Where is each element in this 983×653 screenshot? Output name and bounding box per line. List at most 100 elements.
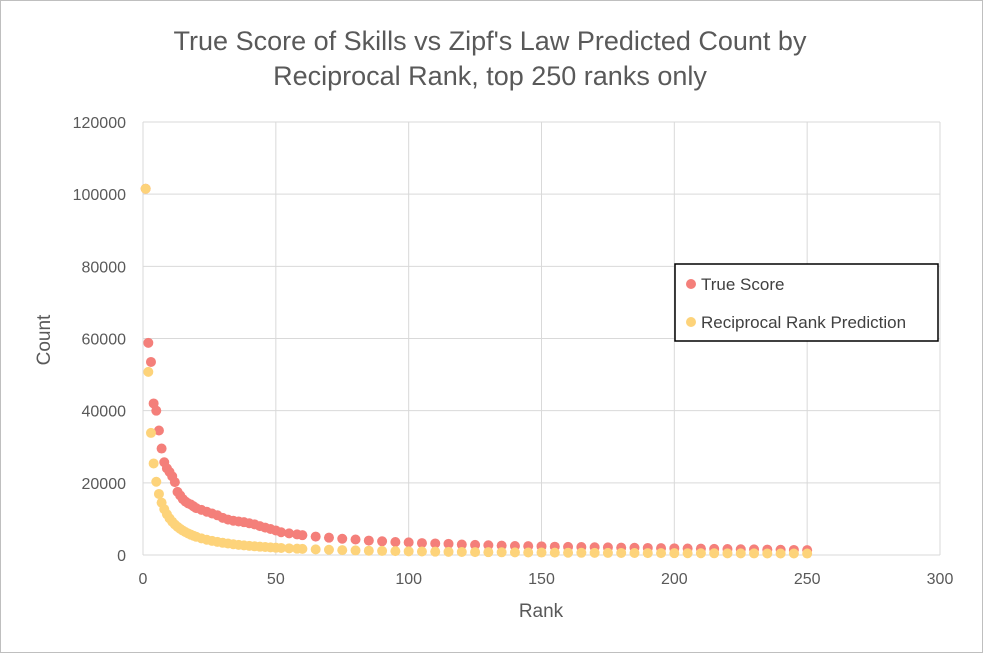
reciprocal-rank-point bbox=[443, 546, 454, 557]
y-tick-label: 80000 bbox=[82, 259, 127, 276]
true-score-point bbox=[156, 443, 167, 454]
true-score-point bbox=[151, 405, 162, 416]
chart-title-line-2: Reciprocal Rank, top 250 ranks only bbox=[273, 61, 707, 91]
y-tick-label: 100000 bbox=[73, 187, 126, 204]
x-tick-label: 150 bbox=[528, 571, 555, 588]
legend: True Score Reciprocal Rank Prediction bbox=[674, 263, 939, 342]
true-score-point bbox=[363, 535, 374, 546]
reciprocal-rank-point bbox=[310, 544, 321, 555]
true-score-point bbox=[145, 356, 156, 367]
true-score-point bbox=[390, 537, 401, 548]
reciprocal-rank-point bbox=[390, 546, 401, 557]
true-score-point bbox=[323, 532, 334, 543]
reciprocal-rank-point bbox=[350, 545, 361, 556]
x-axis-ticks: 0 50 100 150 200 250 300 bbox=[139, 571, 954, 588]
reciprocal-rank-point bbox=[802, 548, 813, 559]
true-score-point bbox=[284, 528, 295, 539]
true-score-point bbox=[456, 539, 467, 550]
true-score-point bbox=[430, 538, 441, 549]
legend-marker-true-score bbox=[686, 279, 696, 289]
reciprocal-rank-point bbox=[140, 183, 151, 194]
true-score-point bbox=[169, 477, 180, 488]
reciprocal-rank-point bbox=[363, 545, 374, 556]
x-tick-label: 300 bbox=[927, 571, 954, 588]
reciprocal-rank-point bbox=[151, 476, 162, 487]
y-tick-label: 40000 bbox=[82, 404, 127, 421]
x-tick-label: 250 bbox=[794, 571, 821, 588]
reciprocal-rank-point bbox=[576, 547, 587, 558]
chart-title-line-1: True Score of Skills vs Zipf's Law Predi… bbox=[174, 26, 807, 56]
x-tick-label: 100 bbox=[395, 571, 422, 588]
reciprocal-rank-point bbox=[276, 542, 287, 553]
reciprocal-rank-point bbox=[143, 366, 154, 377]
true-score-point bbox=[276, 527, 287, 538]
reciprocal-rank-point bbox=[337, 545, 348, 556]
reciprocal-rank-point bbox=[788, 548, 799, 559]
reciprocal-rank-point bbox=[749, 548, 760, 559]
reciprocal-rank-point bbox=[430, 546, 441, 557]
reciprocal-rank-point bbox=[629, 548, 640, 559]
reciprocal-rank-point bbox=[153, 488, 164, 499]
reciprocal-rank-point bbox=[762, 548, 773, 559]
data-points bbox=[140, 183, 813, 559]
y-tick-label: 120000 bbox=[73, 115, 126, 132]
reciprocal-rank-point bbox=[416, 546, 427, 557]
reciprocal-rank-point bbox=[456, 546, 467, 557]
true-score-point bbox=[377, 536, 388, 547]
reciprocal-rank-point bbox=[709, 548, 720, 559]
true-score-point bbox=[416, 538, 427, 549]
reciprocal-rank-point bbox=[323, 544, 334, 555]
reciprocal-rank-point bbox=[509, 547, 520, 558]
true-score-point bbox=[470, 539, 481, 550]
reciprocal-rank-point bbox=[297, 543, 308, 554]
true-score-point bbox=[337, 533, 348, 544]
x-tick-label: 200 bbox=[661, 571, 688, 588]
reciprocal-rank-point bbox=[589, 547, 600, 558]
legend-marker-reciprocal-rank bbox=[686, 317, 696, 327]
true-score-point bbox=[350, 534, 361, 545]
reciprocal-rank-point bbox=[148, 458, 159, 469]
y-axis-label: Count bbox=[34, 314, 55, 365]
reciprocal-rank-point bbox=[682, 548, 693, 559]
reciprocal-rank-point bbox=[775, 548, 786, 559]
reciprocal-rank-point bbox=[669, 548, 680, 559]
true-score-point bbox=[143, 337, 154, 348]
reciprocal-rank-point bbox=[549, 547, 560, 558]
y-tick-label: 0 bbox=[117, 548, 126, 565]
reciprocal-rank-point bbox=[403, 546, 414, 557]
series-reciprocal-rank-prediction bbox=[140, 183, 813, 559]
reciprocal-rank-point bbox=[722, 548, 733, 559]
reciprocal-rank-point bbox=[496, 547, 507, 558]
reciprocal-rank-point bbox=[470, 547, 481, 558]
reciprocal-rank-point bbox=[284, 543, 295, 554]
x-tick-label: 0 bbox=[139, 571, 148, 588]
reciprocal-rank-point bbox=[616, 547, 627, 558]
y-tick-label: 60000 bbox=[82, 332, 127, 349]
true-score-point bbox=[153, 425, 164, 436]
reciprocal-rank-point bbox=[523, 547, 534, 558]
legend-box bbox=[674, 263, 939, 342]
true-score-point bbox=[403, 537, 414, 548]
series-true-score bbox=[140, 183, 813, 556]
x-tick-label: 50 bbox=[267, 571, 285, 588]
reciprocal-rank-point bbox=[377, 545, 388, 556]
reciprocal-rank-point bbox=[695, 548, 706, 559]
reciprocal-rank-point bbox=[642, 548, 653, 559]
true-score-point bbox=[483, 540, 494, 551]
x-axis-label: Rank bbox=[519, 601, 564, 622]
y-axis-ticks: 0 20000 40000 60000 80000 100000 120000 bbox=[73, 115, 126, 565]
reciprocal-rank-point bbox=[735, 548, 746, 559]
reciprocal-rank-point bbox=[602, 547, 613, 558]
reciprocal-rank-point bbox=[483, 547, 494, 558]
y-tick-label: 20000 bbox=[82, 476, 127, 493]
reciprocal-rank-point bbox=[563, 547, 574, 558]
true-score-point bbox=[443, 538, 454, 549]
legend-label-true-score: True Score bbox=[701, 275, 784, 294]
reciprocal-rank-point bbox=[145, 427, 156, 438]
true-score-point bbox=[297, 530, 308, 541]
legend-label-reciprocal-rank: Reciprocal Rank Prediction bbox=[701, 313, 906, 332]
reciprocal-rank-point bbox=[536, 547, 547, 558]
true-score-point bbox=[310, 531, 321, 542]
reciprocal-rank-point bbox=[656, 548, 667, 559]
